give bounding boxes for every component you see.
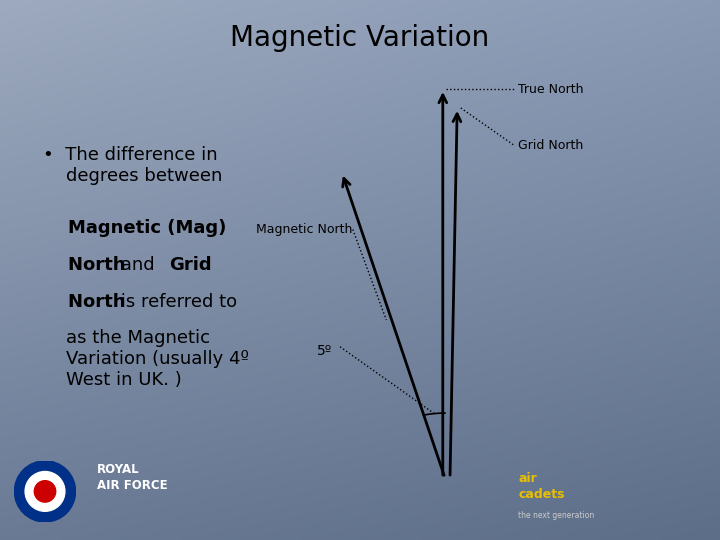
Text: and: and [115,256,161,274]
Text: is referred to: is referred to [115,293,238,310]
Text: ROYAL
AIR FORCE: ROYAL AIR FORCE [97,463,168,492]
Text: •  The difference in
    degrees between: • The difference in degrees between [43,146,222,185]
Text: North: North [43,256,126,274]
Circle shape [25,471,65,511]
Circle shape [35,481,55,502]
Text: Magnetic North: Magnetic North [256,223,352,236]
Text: Grid: Grid [169,256,212,274]
Text: air
cadets: air cadets [518,471,565,501]
Text: True North: True North [518,83,584,96]
Text: the next generation: the next generation [518,511,595,520]
Text: as the Magnetic
    Variation (usually 4º
    West in UK. ): as the Magnetic Variation (usually 4º We… [43,329,249,389]
Text: Grid North: Grid North [518,139,584,152]
Circle shape [14,461,76,522]
Text: Magnetic (Mag): Magnetic (Mag) [43,219,227,237]
Text: 5º: 5º [317,344,332,358]
Text: Magnetic Variation: Magnetic Variation [230,24,490,52]
Text: North: North [43,293,126,310]
